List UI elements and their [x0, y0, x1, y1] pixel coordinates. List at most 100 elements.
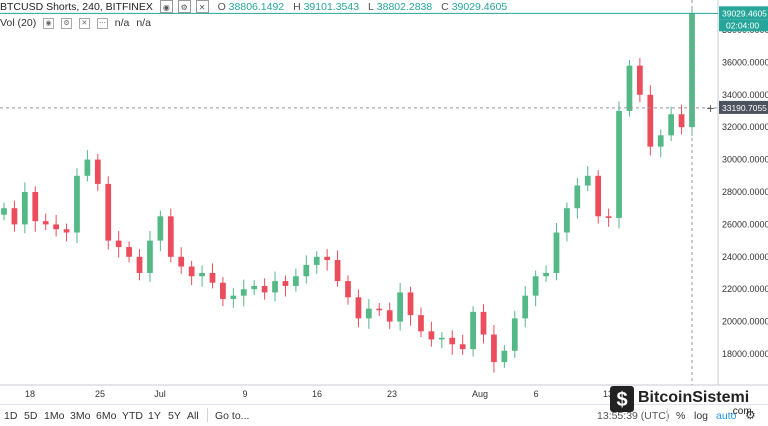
- settings-icon[interactable]: ⚙: [61, 17, 73, 29]
- candle-body: [543, 273, 549, 277]
- candle-body: [209, 273, 216, 283]
- x-tick-label: 6: [533, 389, 538, 399]
- range-5d[interactable]: 5D: [24, 410, 38, 422]
- volume-legend: Vol (20) ◉ ⚙ ✕ ⋯ n/a n/a: [0, 17, 151, 29]
- countdown-tag: [719, 19, 768, 32]
- percent-toggle[interactable]: %: [676, 410, 686, 422]
- countdown-label: 02:04:00: [726, 20, 759, 30]
- candle-body: [94, 159, 101, 184]
- volume-value-2: n/a: [136, 17, 151, 29]
- range-ytd[interactable]: YTD: [122, 410, 143, 422]
- candle-body: [53, 224, 59, 230]
- candle-body: [616, 111, 622, 218]
- x-tick-label: Aug: [472, 389, 488, 399]
- symbol-title[interactable]: BTCUSD Shorts, 240, BITFINEX: [0, 1, 153, 13]
- goto-button[interactable]: Go to...: [215, 410, 250, 422]
- candle-body: [574, 185, 581, 209]
- candle-body: [407, 292, 414, 316]
- candle-body: [376, 308, 383, 311]
- auto-toggle[interactable]: auto: [716, 410, 737, 422]
- x-tick-label: 16: [312, 389, 322, 399]
- range-1mo[interactable]: 1Mo: [44, 410, 65, 422]
- candle-body: [637, 65, 643, 95]
- candle-body: [324, 256, 331, 261]
- candle-body: [626, 65, 633, 111]
- y-tick-label: 34000.0000: [722, 90, 768, 100]
- chart-header: BTCUSD Shorts, 240, BITFINEX ◉ ⚙ ✕ O 388…: [0, 0, 513, 16]
- candle-body: [105, 183, 112, 241]
- volume-label: Vol (20): [0, 17, 37, 29]
- range-5y[interactable]: 5Y: [168, 410, 181, 422]
- candle-body: [240, 289, 247, 296]
- open-label: O: [217, 1, 226, 13]
- close-icon[interactable]: ✕: [78, 17, 90, 29]
- candle-body: [438, 337, 445, 340]
- high-value: 39101.3543: [303, 1, 360, 13]
- range-3mo[interactable]: 3Mo: [70, 410, 91, 422]
- candle-body: [470, 311, 476, 350]
- y-tick-label: 22000.0000: [722, 284, 768, 294]
- candle-body: [220, 282, 226, 299]
- candle-body: [313, 256, 320, 265]
- range-1y[interactable]: 1Y: [148, 410, 161, 422]
- candle-body: [84, 159, 91, 176]
- candle-body: [459, 344, 466, 350]
- y-tick-label: 36000.0000: [722, 57, 768, 67]
- candle-body: [188, 266, 195, 277]
- x-tick-label: 25: [95, 389, 105, 399]
- range-all[interactable]: All: [187, 410, 199, 422]
- x-tick-label: 13: [603, 389, 613, 399]
- candle-body: [293, 276, 299, 286]
- y-tick-label: 24000.0000: [722, 252, 768, 262]
- candle-body: [553, 232, 560, 273]
- candle-body: [42, 221, 49, 225]
- candle-body: [272, 281, 278, 293]
- candle-body: [261, 285, 268, 293]
- range-1d[interactable]: 1D: [4, 410, 18, 422]
- settings-icon[interactable]: ⚙: [177, 0, 191, 13]
- low-value: 38802.2838: [376, 1, 433, 13]
- gear-icon[interactable]: ⚙: [745, 408, 756, 422]
- x-tick-label: 23: [387, 389, 397, 399]
- last-price-tag: [719, 6, 768, 20]
- svg-text:$: $: [616, 389, 627, 411]
- candle-body: [584, 175, 591, 186]
- range-6mo[interactable]: 6Mo: [96, 410, 117, 422]
- candle-body: [657, 135, 664, 147]
- candle-body: [397, 292, 403, 322]
- candle-body: [449, 337, 456, 345]
- hide-icon[interactable]: ◉: [159, 0, 173, 13]
- candle-body: [605, 216, 612, 218]
- candle-body: [334, 260, 341, 282]
- candle-body: [21, 192, 28, 225]
- candle-body: [678, 114, 685, 128]
- more-icon[interactable]: ⋯: [96, 17, 108, 29]
- candle-body: [511, 318, 518, 351]
- candle-body: [595, 175, 602, 217]
- close-value: 39029.4605: [451, 1, 508, 13]
- close-icon[interactable]: ✕: [195, 0, 209, 13]
- candle-body: [136, 256, 143, 273]
- candle-body: [532, 276, 539, 296]
- high-label: H: [293, 1, 301, 13]
- candle-body: [365, 308, 372, 319]
- y-tick-label: 26000.0000: [722, 219, 768, 229]
- x-tick-label: Jul: [154, 389, 166, 399]
- clock-readout: 13:55:39 (UTC): [597, 410, 670, 422]
- candle-body: [251, 285, 258, 290]
- hide-icon[interactable]: ◉: [43, 17, 55, 29]
- watermark-text: BitcoinSistemi: [638, 389, 749, 406]
- x-tick-label: 9: [242, 389, 247, 399]
- log-toggle[interactable]: log: [694, 410, 709, 422]
- candle-body: [564, 208, 570, 233]
- candle-body: [282, 281, 289, 286]
- candle-body: [178, 256, 185, 267]
- candle-body: [428, 331, 435, 340]
- candle-body: [668, 114, 675, 136]
- watermark-sub: .com: [730, 406, 752, 417]
- candle-body: [491, 334, 497, 363]
- candle-body: [126, 247, 132, 257]
- y-tick-label: 30000.0000: [722, 155, 768, 165]
